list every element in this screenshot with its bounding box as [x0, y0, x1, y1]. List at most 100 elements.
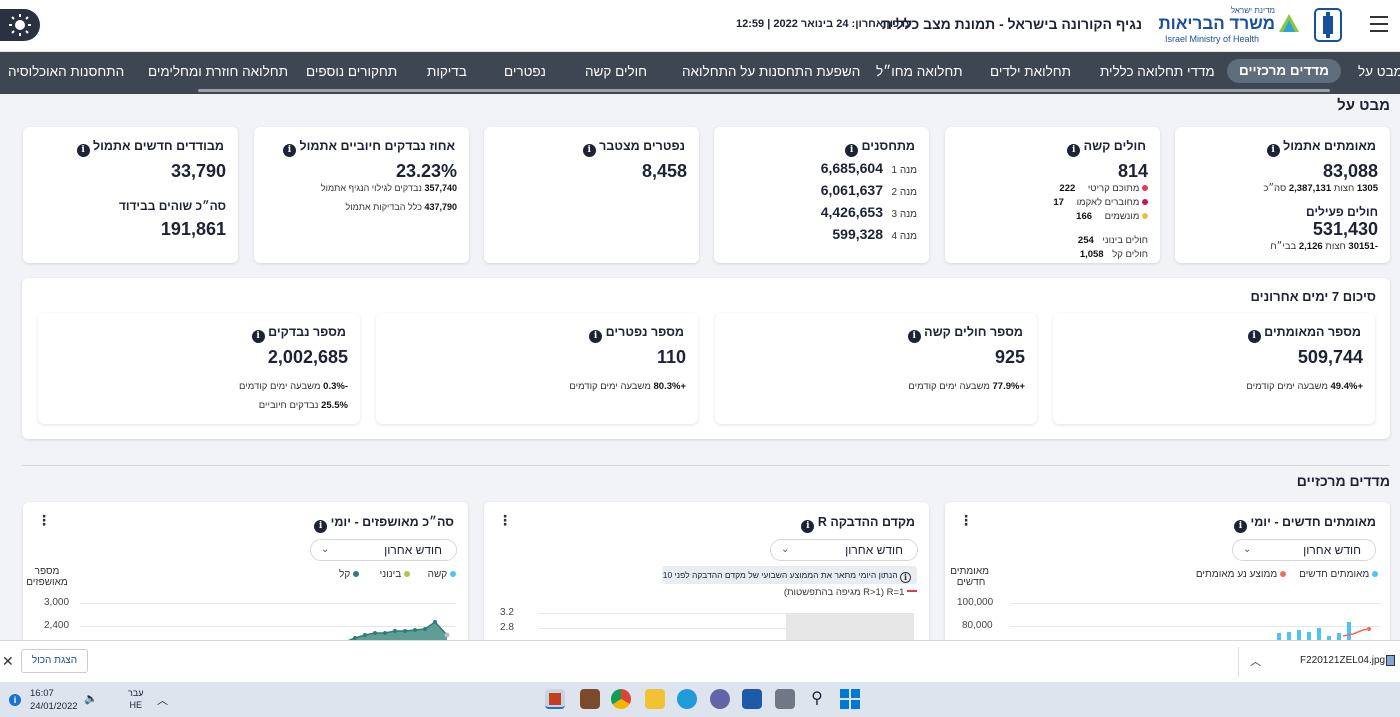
week-confirmed-change: +49.4% משבעה ימים קודמים	[1246, 381, 1363, 392]
last-updated: עדכון אחרון: 24 בינואר 2022 | 12:59	[736, 18, 913, 30]
chevron-down-icon: ⌄	[321, 544, 330, 555]
file-explorer-icon[interactable]	[645, 689, 665, 709]
dose-3-value: 4,426,653	[820, 204, 883, 220]
info-icon[interactable]: i	[1233, 520, 1247, 533]
isolated-new-value: 33,790	[170, 161, 226, 181]
info-icon[interactable]: i	[582, 144, 596, 157]
tab-deaths[interactable]: נפטרים	[504, 64, 546, 79]
notification-icon[interactable]: i	[9, 694, 21, 706]
language-indicator[interactable]: עבר HE	[128, 688, 144, 710]
info-icon[interactable]: i	[801, 520, 815, 533]
info-icon[interactable]: i	[845, 144, 859, 157]
severe-value: 814	[1117, 161, 1148, 181]
close-icon[interactable]: ✕	[2, 653, 14, 669]
week-tests-change: -0.3% משבעה ימים קודמים	[239, 381, 348, 392]
clock-date[interactable]: 24/01/2022	[30, 701, 78, 712]
info-icon[interactable]: i	[907, 330, 921, 343]
dose-2-label: מנה 2	[891, 187, 917, 198]
chevron-down-icon: ⌄	[781, 544, 790, 555]
week-deaths-change: +80.3% משבעה ימים קודמים	[569, 381, 686, 392]
snap-app-icon[interactable]	[742, 689, 762, 709]
isolated-total-title: סה״כ שוהים בבידוד	[118, 199, 226, 213]
search-icon[interactable]: ⚲	[811, 690, 823, 707]
info-icon[interactable]: i	[314, 520, 328, 533]
tab-overview[interactable]: מבט על	[1358, 64, 1400, 79]
dose-3-label: מנה 3	[891, 209, 917, 220]
overview-section-title: מבט על	[1337, 97, 1390, 114]
severe-ventilated-row: מונשמים 166	[1076, 211, 1148, 222]
tab-investigations[interactable]: תחקורים נוספים	[306, 64, 398, 79]
info-icon[interactable]: i	[1067, 144, 1081, 157]
tests-total-row: 437,790 כלל הבדיקות אתמול	[345, 202, 458, 212]
period-dropdown[interactable]: חודש אחרון ⌄	[310, 539, 457, 561]
legend-mild: קל	[339, 569, 359, 580]
tab-reinfection[interactable]: תחלואה חוזרת ומחלימים	[148, 64, 289, 79]
chart-hospitalized-card: סה״כ מאושפזים - יומי i ⋮ חודש אחרון ⌄ קשה…	[23, 502, 468, 662]
info-icon[interactable]: i	[1266, 144, 1280, 157]
hamburger-menu-icon[interactable]	[1370, 16, 1388, 32]
tab-vaccination[interactable]: התחסנות האוכלוסיה	[8, 64, 125, 79]
archive-app-icon[interactable]	[580, 689, 600, 709]
tab-abroad[interactable]: תחלואה מחו״ל	[876, 64, 963, 79]
tab-vaccine-effect[interactable]: השפעת התחסנות על התחלואה	[682, 64, 861, 79]
week-tests-value: 2,002,685	[267, 347, 348, 367]
chevron-up-icon[interactable]: ︿	[1250, 656, 1261, 668]
info-icon[interactable]: i	[283, 144, 297, 157]
tab-tests[interactable]: בדיקות	[427, 64, 467, 79]
tab-key-indicators[interactable]: מדדים מרכזיים	[1227, 59, 1341, 83]
more-options-icon[interactable]: ⋮	[498, 512, 512, 528]
dose-4-value: 599,328	[832, 226, 883, 242]
show-all-button[interactable]: הצגת הכול	[21, 649, 88, 673]
moderate-row: חולים בינוני 254	[1077, 235, 1148, 246]
info-icon[interactable]: i	[251, 330, 265, 343]
sun-icon	[9, 14, 31, 36]
nav-scrollbar[interactable]	[198, 89, 1330, 92]
y-tick: 100,000	[957, 597, 994, 608]
task-view-icon[interactable]	[775, 689, 795, 709]
download-bar: ✕ הצגת הכול ︿ F220121ZEL04.jpg	[0, 640, 1400, 682]
info-icon[interactable]: i	[76, 144, 90, 157]
positive-rate-card: אחוז נבדקים חיוביים אתמול i 23.23% 357,7…	[254, 127, 469, 263]
active-value: 531,430	[1312, 219, 1378, 239]
edge-icon[interactable]	[677, 689, 697, 709]
period-dropdown[interactable]: חודש אחרון ⌄	[1232, 539, 1376, 561]
period-dropdown[interactable]: חודש אחרון ⌄	[770, 539, 918, 561]
confirmed-title: מאומתים אתמול	[1283, 139, 1376, 153]
y-tick: 3,000	[44, 597, 70, 608]
info-icon[interactable]: i	[589, 330, 603, 343]
y-tick: 2.8	[500, 622, 514, 633]
deaths-card: נפטרים מצטבר i 8,458	[484, 127, 699, 263]
positive-rate-value: 23.23%	[395, 161, 457, 181]
confirmed-value: 83,088	[1322, 161, 1378, 181]
tab-children[interactable]: תחלואת ילדים	[990, 64, 1071, 79]
download-filename[interactable]: F220121ZEL04.jpg	[1300, 655, 1386, 666]
key-indicators-title: מדדים מרכזיים	[1296, 473, 1390, 489]
chrome-icon[interactable]	[611, 689, 631, 709]
legend-confirmed: מאומתים חדשים	[1299, 569, 1378, 580]
y-tick: 3.2	[500, 607, 514, 618]
tab-general-morbidity[interactable]: מדדי תחלואה כללית	[1100, 64, 1215, 79]
week-severe-change: +77.9% משבעה ימים קודמים	[908, 381, 1025, 392]
severe-card: חולים קשה i 814 מתוכם קריטי 222 מחוברים …	[945, 127, 1160, 263]
y-tick: 80,000	[962, 620, 993, 631]
more-options-icon[interactable]: ⋮	[959, 512, 973, 528]
teams-icon[interactable]	[710, 689, 730, 709]
info-icon[interactable]: i	[1247, 330, 1261, 343]
chevron-up-icon[interactable]: ︿	[157, 695, 168, 707]
vaccinated-card: מתחסנים i מנה 1 6,685,604 מנה 2 6,061,63…	[714, 127, 929, 263]
speaker-icon[interactable]: 🔈	[84, 693, 98, 705]
powerpoint-app-icon[interactable]	[545, 689, 565, 709]
confirmed-breakdown: 1305 חצות 2,387,131 סה״כ	[1263, 183, 1378, 194]
tab-severe[interactable]: חולים קשה	[585, 64, 648, 79]
y-axis-label: מאומתים חדשים	[950, 566, 989, 588]
ministry-logo: מדינת ישראל משרד הבריאות Israel Ministry…	[1158, 6, 1303, 46]
y-tick: 2,400	[44, 620, 70, 631]
windows-start-icon[interactable]	[840, 689, 860, 709]
r-note: i הנתון היומי מתאר את הממוצע השבועי של מ…	[662, 566, 917, 584]
week-tests-card: מספר נבדקים i 2,002,685 -0.3% משבעה ימים…	[38, 313, 360, 424]
clock-time[interactable]: 16:07	[30, 688, 54, 699]
info-icon: i	[900, 572, 911, 583]
more-options-icon[interactable]: ⋮	[37, 512, 51, 528]
mild-row: חולים קל 1,058	[1079, 249, 1148, 260]
theme-toggle-button[interactable]	[0, 9, 40, 41]
